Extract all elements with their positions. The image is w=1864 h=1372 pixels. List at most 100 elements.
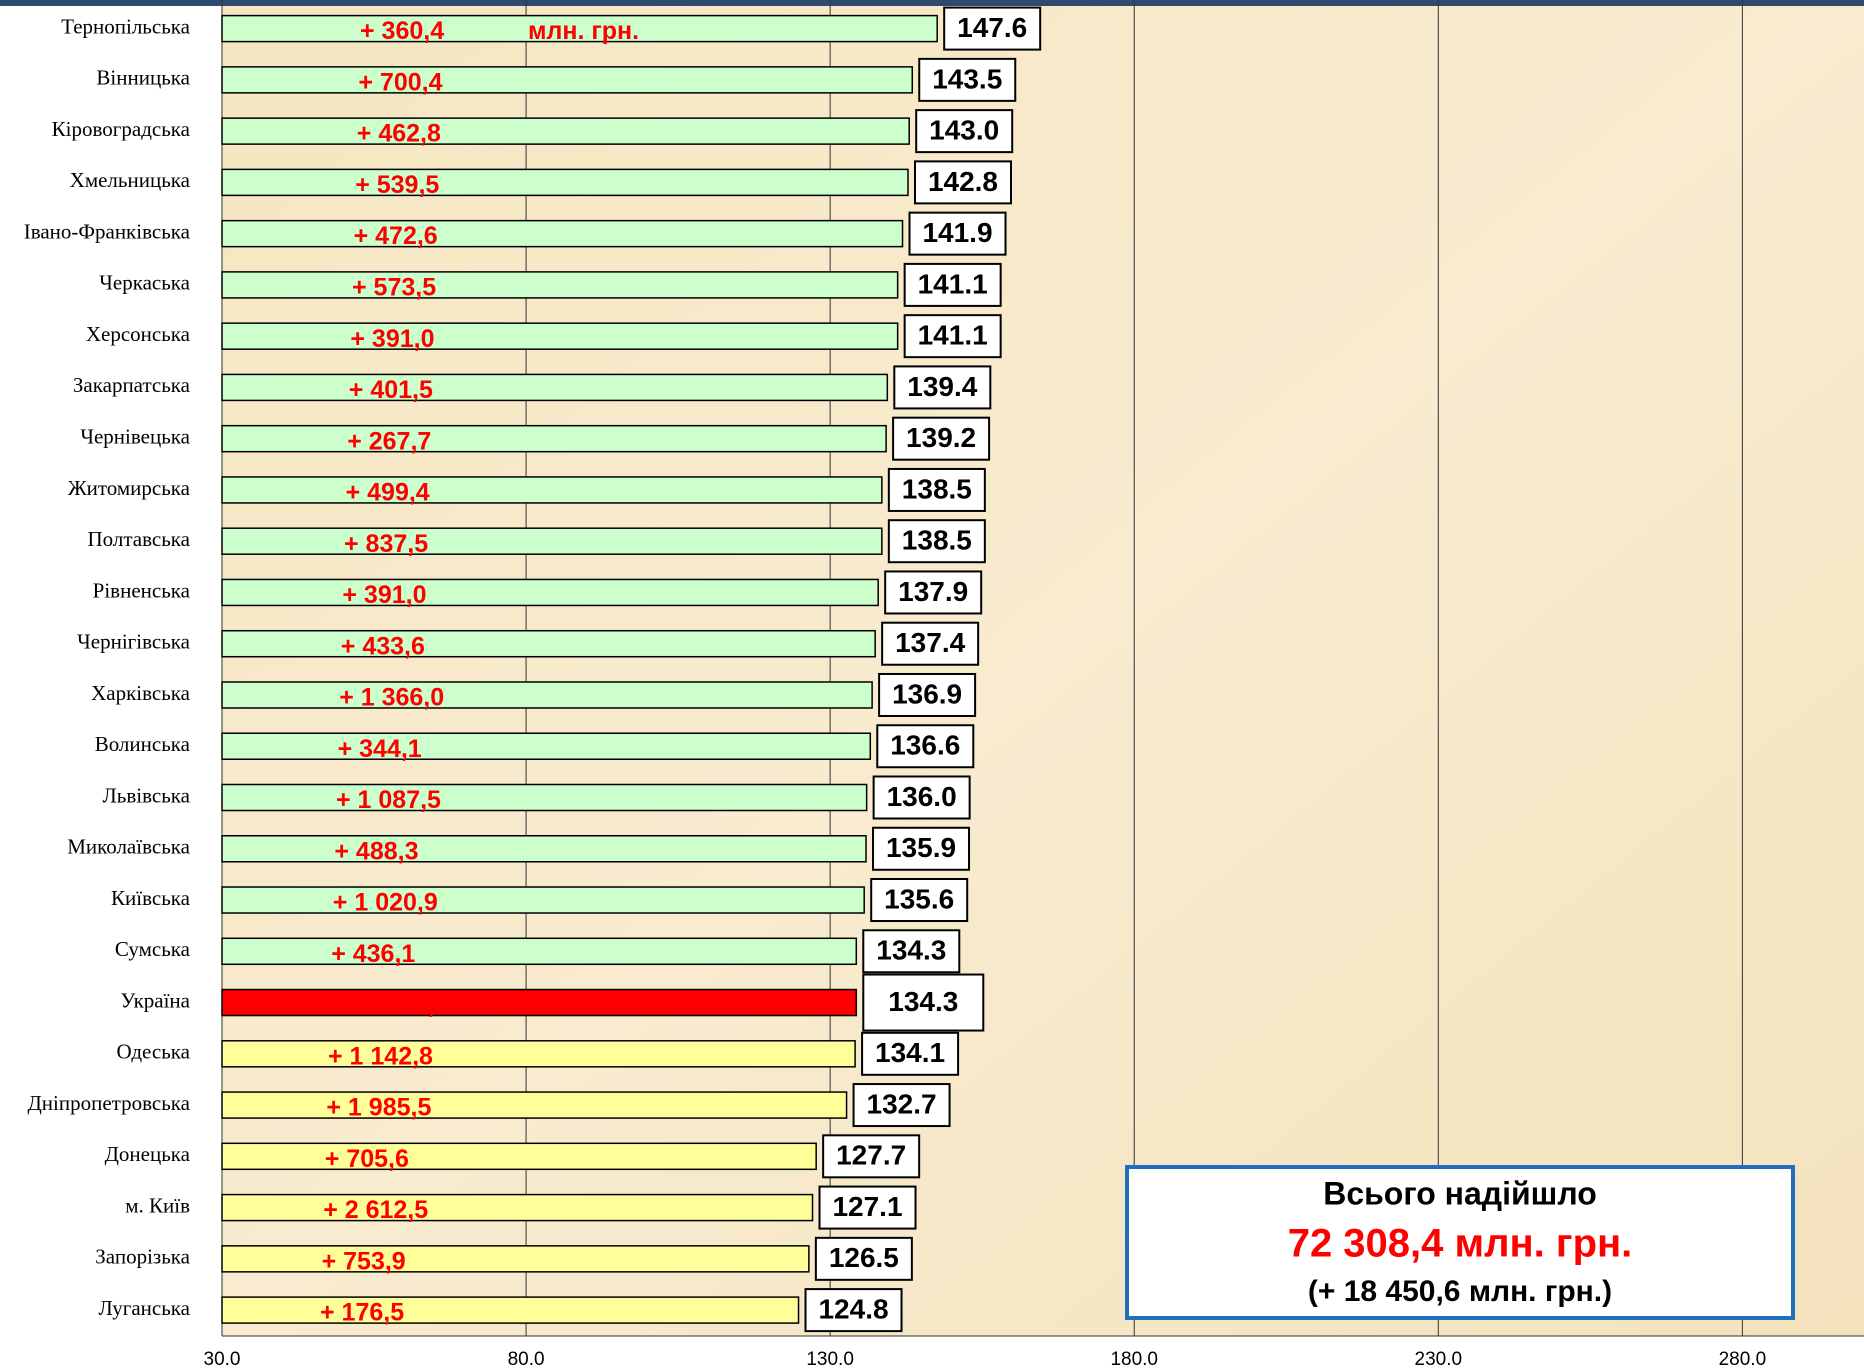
plot-area xyxy=(222,0,1864,1336)
category-label: Одеська xyxy=(116,1040,190,1064)
category-label: Закарпатська xyxy=(73,373,191,397)
x-tick-label: 80.0 xyxy=(508,1349,545,1370)
value-label-box xyxy=(814,1236,913,1281)
x-tick-label: 30.0 xyxy=(204,1349,241,1370)
category-label: Кіровоградська xyxy=(52,117,191,141)
increment-label: + 700,4 xyxy=(358,68,442,96)
summary-total: 72 308,4 млн. грн. xyxy=(1288,1222,1633,1266)
value-label-box xyxy=(872,826,971,871)
value-label: 127.7 xyxy=(836,1140,906,1171)
bar xyxy=(221,886,865,914)
value-label-box xyxy=(893,365,992,410)
summary-title: Всього надійшло xyxy=(1323,1175,1597,1211)
bar xyxy=(221,527,883,555)
bar xyxy=(221,219,904,248)
category-label: Рівненська xyxy=(93,578,191,602)
value-label: 139.4 xyxy=(907,371,977,402)
increment-label: + 1 985,5 xyxy=(326,1094,431,1122)
bar xyxy=(221,1245,810,1273)
x-tick-label: 230.0 xyxy=(1415,1349,1463,1370)
value-label-box xyxy=(878,672,977,717)
category-label: Тернопільська xyxy=(61,14,190,38)
value-label: 135.9 xyxy=(886,832,956,863)
category-label: Чернігівська xyxy=(77,630,191,654)
unit-annotation: млн. грн. xyxy=(528,17,639,45)
bar xyxy=(221,629,876,658)
value-label: 137.9 xyxy=(898,576,968,607)
category-label: Херсонська xyxy=(86,322,191,346)
category-label: Львівська xyxy=(103,783,191,807)
increment-label: + 360,4 xyxy=(360,17,444,45)
bar xyxy=(221,168,909,197)
increment-label: + 344,1 xyxy=(338,735,422,763)
bar xyxy=(221,578,879,607)
value-label-box xyxy=(804,1288,903,1333)
value-label-box xyxy=(892,416,991,461)
increment-label: + 176,5 xyxy=(320,1299,404,1327)
increment-label: + 462,8 xyxy=(357,120,441,148)
value-label-box xyxy=(903,262,1002,307)
value-label: 126.5 xyxy=(829,1242,899,1273)
x-tick-label: 130.0 xyxy=(806,1349,854,1370)
value-label-box xyxy=(884,570,983,615)
value-label-box xyxy=(918,57,1017,102)
value-label: 124.8 xyxy=(818,1293,888,1324)
category-label: Миколаївська xyxy=(67,835,190,859)
value-label-box xyxy=(908,211,1007,256)
increment-label: + 1 366,0 xyxy=(339,684,444,712)
category-label: Волинська xyxy=(95,732,191,756)
value-label-box xyxy=(943,6,1042,51)
bar xyxy=(221,14,938,43)
category-label: Дніпропетровська xyxy=(27,1091,190,1115)
increment-label: + 539,5 xyxy=(355,171,439,199)
increment-label: + 433,6 xyxy=(341,632,425,660)
bar xyxy=(221,1091,848,1119)
value-label: 136.9 xyxy=(892,678,962,709)
category-label: Луганська xyxy=(99,1296,191,1320)
value-label: 143.5 xyxy=(932,63,1002,94)
value-label-box xyxy=(852,1083,951,1128)
value-label-box xyxy=(872,775,971,820)
increment-label: + 2 612,5 xyxy=(323,1196,428,1224)
value-label: 127.1 xyxy=(832,1191,902,1222)
category-label: Донецька xyxy=(105,1142,191,1166)
increment-label: + 391,0 xyxy=(350,325,434,353)
value-label-box xyxy=(876,724,975,769)
bar xyxy=(221,732,872,760)
increment-label: + 401,5 xyxy=(349,376,433,404)
value-label: 134.3 xyxy=(876,935,946,966)
category-label: м. Київ xyxy=(125,1193,190,1217)
bar xyxy=(221,373,889,402)
bar xyxy=(221,1040,856,1068)
value-label-box xyxy=(887,467,986,512)
x-tick-label: 280.0 xyxy=(1719,1349,1767,1370)
value-label: 141.9 xyxy=(922,217,992,248)
increment-label: + 573,5 xyxy=(352,274,436,302)
bar xyxy=(221,783,868,812)
value-label: 136.6 xyxy=(890,730,960,761)
value-label: 141.1 xyxy=(918,268,988,299)
category-label: Україна xyxy=(121,988,191,1012)
value-label-box xyxy=(822,1134,921,1179)
increment-label: + 753,9 xyxy=(322,1247,406,1275)
increment-label: + 1 087,5 xyxy=(336,786,441,814)
category-label: Вінницька xyxy=(96,66,190,90)
category-label: Сумська xyxy=(115,937,191,961)
summary-increment: (+ 18 450,6 млн. грн.) xyxy=(1308,1275,1612,1308)
increment-label: + 391,0 xyxy=(342,581,426,609)
value-label: 147.6 xyxy=(957,12,1027,43)
bar xyxy=(221,271,899,299)
summary-box xyxy=(1125,1165,1795,1320)
bar xyxy=(221,66,913,94)
value-label-box xyxy=(818,1185,917,1230)
value-label-box xyxy=(861,1031,960,1076)
value-label: 138.5 xyxy=(902,525,972,556)
bar xyxy=(221,988,858,1017)
increment-label: + 18 450,6 xyxy=(330,991,449,1019)
category-label: Житомирська xyxy=(68,476,191,500)
category-label: Хмельницька xyxy=(70,168,191,192)
value-label-box xyxy=(870,878,969,923)
value-label-box xyxy=(913,160,1012,205)
value-label: 132.7 xyxy=(867,1088,937,1119)
increment-label: + 436,1 xyxy=(331,940,415,968)
